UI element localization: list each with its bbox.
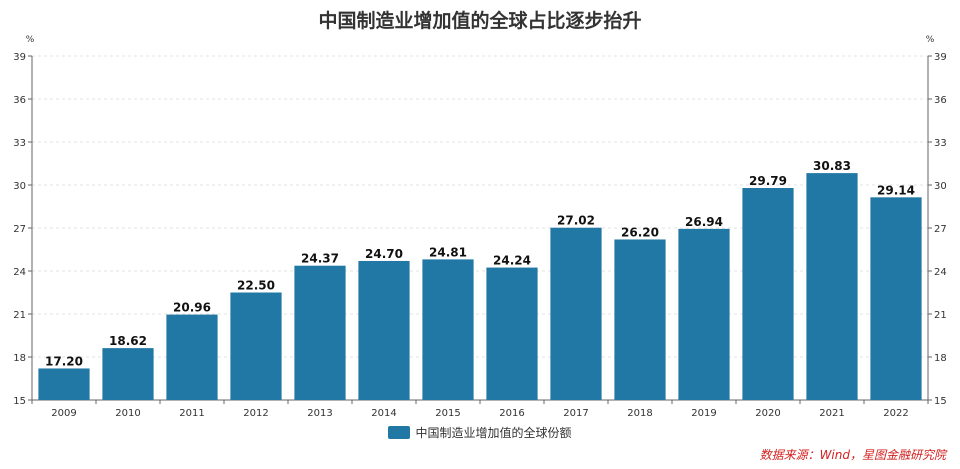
- y-tick-label-left: 30: [13, 181, 26, 192]
- y-tick-label-right: 18: [934, 353, 947, 364]
- bar: [230, 292, 282, 400]
- x-tick-label: 2013: [307, 408, 332, 419]
- y-tick-label-left: 39: [13, 52, 26, 63]
- data-label: 17.20: [45, 354, 83, 368]
- data-label: 24.81: [429, 245, 467, 259]
- bar: [870, 197, 922, 400]
- data-label: 24.24: [493, 254, 531, 268]
- x-tick-label: 2017: [563, 408, 588, 419]
- bar: [678, 228, 730, 400]
- x-tick-label: 2012: [243, 408, 268, 419]
- bar: [806, 173, 858, 400]
- y-tick-label-left: 27: [13, 224, 26, 235]
- data-label: 26.94: [685, 215, 723, 229]
- bar: [742, 188, 794, 400]
- bar: [422, 259, 474, 400]
- y-unit-left: %: [26, 35, 35, 45]
- bar: [486, 267, 538, 400]
- y-tick-label-right: 15: [934, 396, 947, 407]
- data-label: 24.70: [365, 247, 403, 261]
- y-tick-label-left: 21: [13, 310, 26, 321]
- data-label: 26.20: [621, 225, 659, 239]
- x-tick-label: 2016: [499, 408, 524, 419]
- y-tick-label-right: 39: [934, 52, 947, 63]
- data-label: 18.62: [109, 334, 147, 348]
- x-tick-label: 2015: [435, 408, 460, 419]
- chart-title: 中国制造业增加值的全球占比逐步抬升: [318, 10, 642, 32]
- x-tick-label: 2018: [627, 408, 652, 419]
- data-label: 27.02: [557, 214, 595, 228]
- y-tick-label-left: 24: [13, 267, 26, 278]
- value-labels: 17.20 18.62 20.96 22.50 24.37 24.70 24.81 24.24…: [45, 159, 915, 368]
- y-tick-label-left: 36: [13, 95, 26, 106]
- bar: [358, 260, 410, 400]
- x-tick-label: 2009: [51, 408, 76, 419]
- x-tick-label: 2014: [371, 408, 396, 419]
- x-tick-label: 2019: [691, 408, 716, 419]
- bar: [102, 348, 154, 400]
- y-tick-label-right: 36: [934, 95, 947, 106]
- y-tick-label-right: 33: [934, 138, 947, 149]
- data-label: 24.37: [301, 252, 339, 266]
- y-tick-label-right: 27: [934, 224, 947, 235]
- y-tick-label-left: 15: [13, 396, 26, 407]
- data-label: 30.83: [813, 159, 851, 173]
- legend-label: 中国制造业增加值的全球份额: [415, 426, 572, 440]
- bar: [294, 265, 346, 400]
- data-label: 29.79: [749, 174, 787, 188]
- bar: [550, 227, 602, 400]
- legend: 中国制造业增加值的全球份额: [0, 424, 960, 441]
- axes: 15 15 18 18 21 21 24 24 27 27 30 30 33 33 36 36 39 39% % 20…: [13, 35, 946, 419]
- x-tick-label: 2022: [883, 408, 908, 419]
- data-label: 20.96: [173, 301, 211, 315]
- bar: [38, 368, 90, 400]
- y-tick-label-right: 30: [934, 181, 947, 192]
- data-label: 22.50: [237, 279, 275, 293]
- y-tick-label-left: 33: [13, 138, 26, 149]
- x-tick-label: 2011: [179, 408, 204, 419]
- x-tick-label: 2020: [755, 408, 780, 419]
- bar: [614, 239, 666, 400]
- x-tick-label: 2021: [819, 408, 844, 419]
- y-tick-label-right: 24: [934, 267, 947, 278]
- source-note: 数据来源：Wind，星图金融研究院: [759, 448, 946, 462]
- y-tick-label-right: 21: [934, 310, 947, 321]
- x-tick-label: 2010: [115, 408, 140, 419]
- y-tick-label-left: 18: [13, 353, 26, 364]
- data-label: 29.14: [877, 183, 915, 197]
- legend-swatch: [388, 426, 411, 439]
- bar: [166, 314, 218, 400]
- y-unit-right: %: [926, 35, 935, 45]
- bars: [38, 173, 922, 400]
